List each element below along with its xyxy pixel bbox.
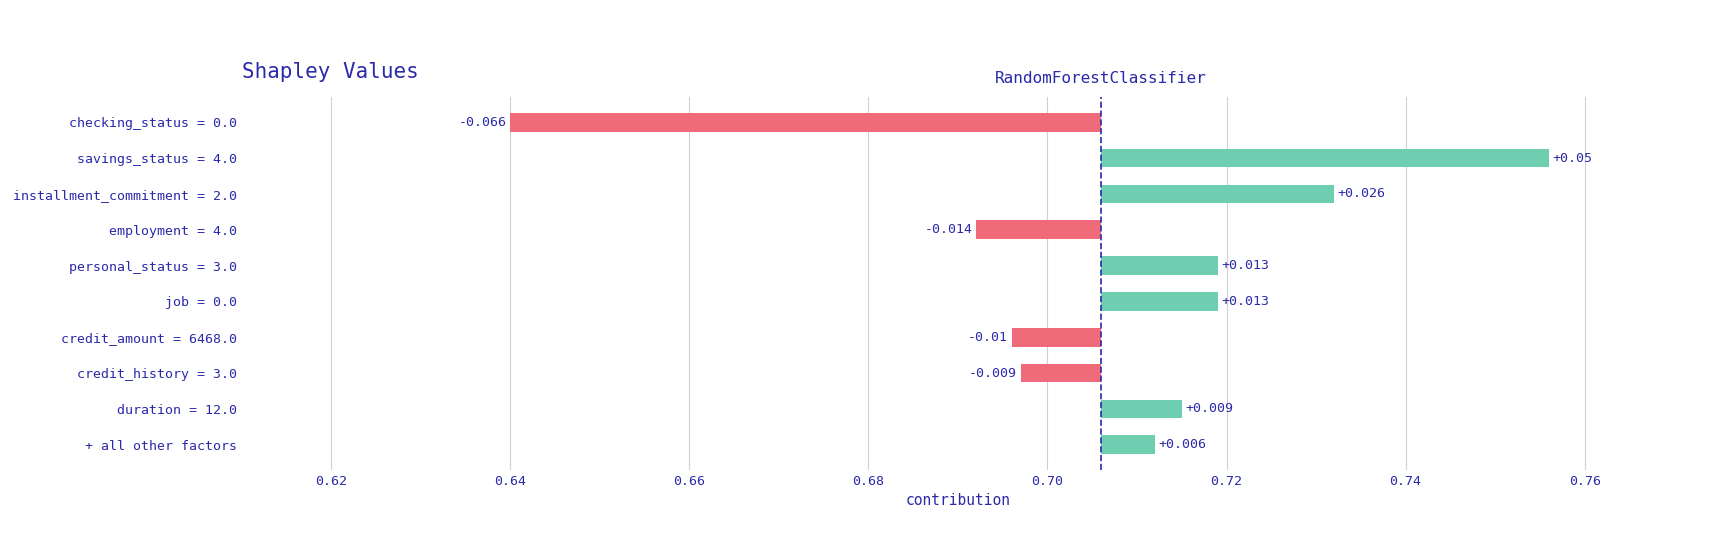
Text: RandomForestClassifier: RandomForestClassifier <box>996 71 1206 86</box>
Text: -0.009: -0.009 <box>968 367 1017 380</box>
Text: -0.066: -0.066 <box>459 116 507 129</box>
Text: -0.01: -0.01 <box>968 330 1008 344</box>
Text: +0.006: +0.006 <box>1158 438 1206 451</box>
Text: +0.013: +0.013 <box>1222 259 1269 272</box>
Bar <box>1101 149 1548 167</box>
Bar <box>1101 400 1182 418</box>
Text: Shapley Values: Shapley Values <box>242 62 418 82</box>
Text: +0.009: +0.009 <box>1186 402 1234 415</box>
Text: +0.05: +0.05 <box>1552 152 1593 165</box>
Bar <box>511 113 1101 132</box>
Text: +0.013: +0.013 <box>1222 295 1269 308</box>
Bar <box>975 220 1101 239</box>
Text: +0.026: +0.026 <box>1338 187 1386 200</box>
Bar <box>1101 435 1155 454</box>
Bar <box>1101 256 1217 275</box>
Bar <box>1101 185 1334 203</box>
Bar <box>1011 328 1101 347</box>
Text: -0.014: -0.014 <box>923 223 972 237</box>
Bar <box>1020 364 1101 382</box>
X-axis label: contribution: contribution <box>906 493 1010 508</box>
Bar <box>1101 292 1217 310</box>
